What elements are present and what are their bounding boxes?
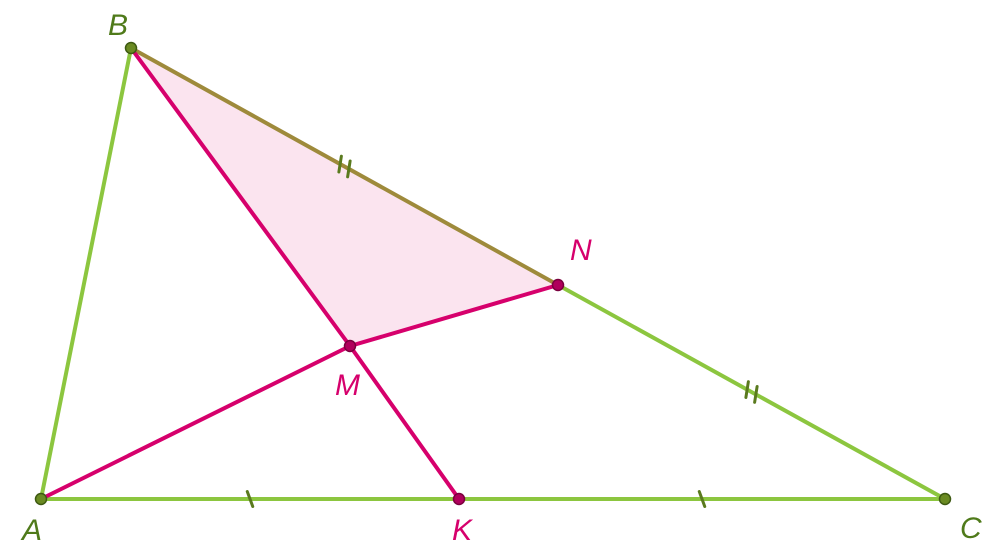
- edge-a-b: [41, 48, 131, 499]
- label-n: N: [570, 234, 592, 267]
- label-c: C: [960, 512, 982, 545]
- geometry-diagram: A B C K N M: [0, 0, 996, 559]
- point-b: [126, 43, 137, 54]
- label-m: M: [335, 369, 360, 402]
- label-a: A: [20, 514, 42, 547]
- point-c: [940, 494, 951, 505]
- point-k: [454, 494, 465, 505]
- label-k: K: [452, 514, 474, 547]
- point-a: [36, 494, 47, 505]
- edge-n-c: [558, 285, 945, 499]
- edge-m-k: [350, 346, 459, 499]
- tick-nc: [755, 387, 757, 403]
- tick-nc: [746, 382, 748, 398]
- point-n: [553, 280, 564, 291]
- edge-a-m: [41, 346, 350, 499]
- label-b: B: [108, 9, 128, 42]
- point-m: [345, 341, 356, 352]
- triangle-bmn-fill: [131, 48, 558, 346]
